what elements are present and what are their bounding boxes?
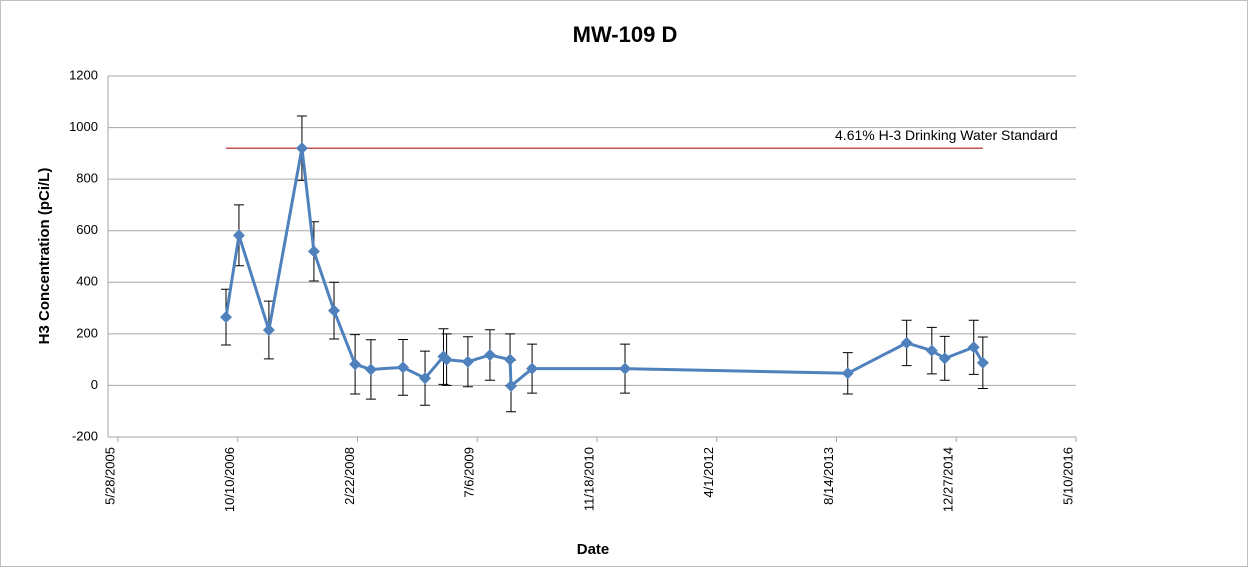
y-tick-label: 1200 — [69, 67, 98, 82]
x-tick-label: 2/22/2008 — [342, 447, 357, 505]
data-point — [967, 341, 980, 354]
data-point — [262, 323, 275, 336]
y-tick-label: 1000 — [69, 119, 98, 134]
y-tick-label: 0 — [91, 377, 98, 392]
y-tick-label: 400 — [76, 274, 98, 289]
data-point — [220, 311, 233, 324]
data-point — [938, 352, 951, 365]
x-tick-label: 10/10/2006 — [222, 447, 237, 512]
data-point — [841, 367, 854, 380]
data-point — [440, 353, 453, 366]
x-tick-label: 11/18/2010 — [581, 447, 596, 511]
y-tick-label: 600 — [76, 222, 98, 237]
threshold-label: 4.61% H-3 Drinking Water Standard — [835, 127, 1058, 143]
data-point — [526, 362, 539, 375]
data-point — [397, 361, 410, 374]
data-point — [328, 304, 341, 317]
data-point — [307, 245, 320, 258]
data-point — [349, 358, 362, 371]
data-point — [504, 353, 517, 366]
y-axis-label: H3 Concentration (pCi/L) — [36, 168, 53, 345]
chart-title: MW-109 D — [573, 22, 678, 47]
data-point — [900, 336, 913, 349]
data-point — [419, 372, 432, 385]
data-point — [295, 142, 308, 155]
data-point — [925, 344, 938, 357]
x-tick-label: 12/27/2014 — [941, 447, 956, 512]
x-tick-label: 8/14/2013 — [821, 447, 836, 505]
x-tick-label: 7/6/2009 — [462, 447, 477, 498]
y-tick-label: -200 — [72, 428, 98, 443]
x-axis-label: Date — [577, 541, 610, 558]
data-point — [232, 229, 245, 242]
x-tick-label: 5/28/2005 — [102, 447, 117, 505]
data-point — [619, 362, 632, 375]
data-point — [976, 356, 989, 369]
data-point — [461, 355, 474, 368]
y-tick-label: 800 — [76, 171, 98, 186]
x-tick-label: 5/10/2016 — [1060, 447, 1075, 505]
x-tick-label: 4/1/2012 — [701, 447, 716, 498]
data-point — [505, 379, 518, 392]
data-point — [364, 363, 377, 376]
y-tick-label: 200 — [76, 325, 98, 340]
data-point — [483, 349, 496, 362]
